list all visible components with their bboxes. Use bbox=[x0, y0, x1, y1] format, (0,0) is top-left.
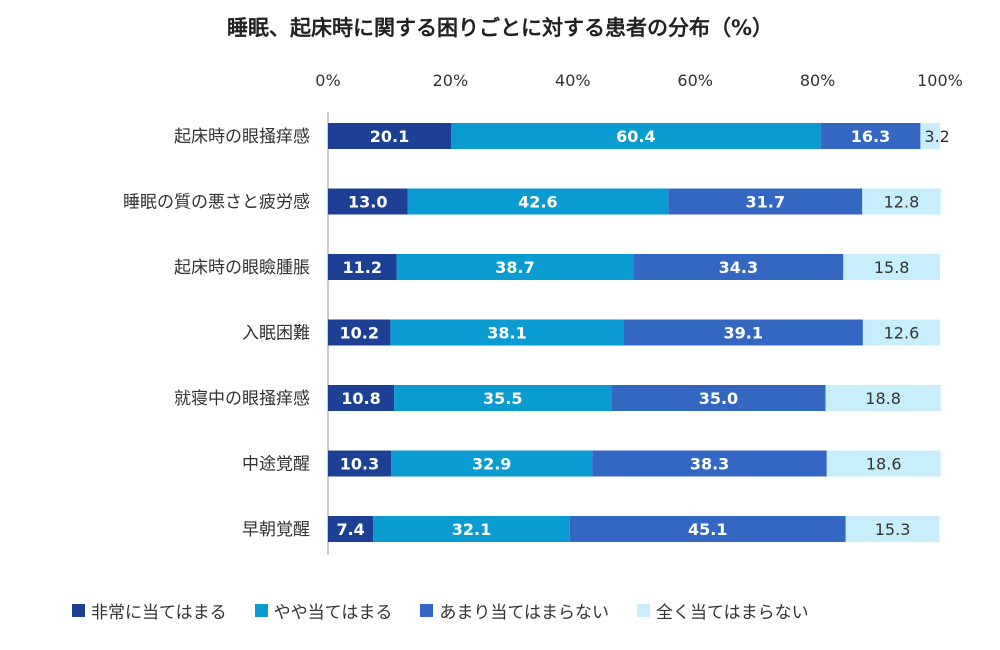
data-label: 11.2 bbox=[343, 258, 382, 277]
bar-segment bbox=[611, 385, 826, 411]
data-label: 10.2 bbox=[339, 324, 378, 343]
legend-swatch-0 bbox=[72, 604, 85, 617]
data-label: 12.6 bbox=[884, 324, 920, 343]
data-label: 35.0 bbox=[699, 389, 738, 408]
data-label: 3.2 bbox=[924, 127, 949, 146]
x-tick-label: 20% bbox=[433, 71, 469, 90]
bar-segment bbox=[920, 123, 940, 149]
data-label: 10.8 bbox=[341, 389, 380, 408]
data-label: 18.8 bbox=[865, 389, 901, 408]
bar-segment bbox=[845, 516, 940, 542]
bar-segment bbox=[328, 516, 374, 542]
bar-segment bbox=[820, 123, 921, 149]
bar-segment bbox=[569, 516, 846, 542]
category-label: 就寝中の眼掻痒感 bbox=[174, 388, 310, 409]
data-label: 34.3 bbox=[719, 258, 758, 277]
data-label: 15.8 bbox=[874, 258, 910, 277]
bar-segment bbox=[396, 254, 634, 280]
data-label: 38.3 bbox=[690, 455, 729, 474]
category-label: 早朝覚醒 bbox=[242, 520, 310, 540]
legend-item-3: 全く当てはまらない bbox=[637, 598, 809, 623]
category-label: 中途覚醒 bbox=[242, 455, 310, 475]
x-tick-label: 60% bbox=[677, 71, 713, 90]
bar-segment bbox=[843, 254, 940, 280]
data-label: 15.3 bbox=[875, 520, 911, 539]
legend-swatch-3 bbox=[637, 604, 651, 617]
legend-item-1: やや当てはまる bbox=[254, 598, 393, 623]
category-label: 起床時の眼瞼腫脹 bbox=[174, 257, 310, 278]
x-tick-label: 100% bbox=[917, 71, 963, 90]
bar-segment bbox=[592, 450, 827, 477]
bar-segment bbox=[328, 319, 391, 346]
chart-title: 睡眠、起床時に関する困りごとに対する患者の分布（%） bbox=[226, 16, 774, 40]
legend-item-0: 非常に当てはまる bbox=[72, 598, 227, 623]
bar-segment bbox=[825, 385, 941, 411]
bar-segment bbox=[394, 385, 612, 411]
x-tick-label: 80% bbox=[800, 71, 836, 90]
bar-segment bbox=[826, 450, 941, 477]
legend-label-0: 非常に当てはまる bbox=[91, 603, 227, 623]
data-label: 18.6 bbox=[866, 455, 902, 474]
x-tick-label: 40% bbox=[555, 71, 591, 90]
bar-segment bbox=[328, 123, 452, 149]
legend-item-2: あまり当てはまらない bbox=[420, 598, 609, 623]
data-label: 32.1 bbox=[452, 520, 491, 539]
data-label: 32.9 bbox=[472, 455, 511, 474]
data-label: 13.0 bbox=[348, 193, 387, 212]
legend-label-2: あまり当てはまらない bbox=[439, 603, 610, 623]
bar-segment bbox=[373, 516, 570, 542]
data-label: 12.8 bbox=[884, 193, 920, 212]
data-label: 39.1 bbox=[723, 324, 762, 343]
category-label: 睡眠の質の悪さと疲労感 bbox=[123, 193, 310, 213]
legend-label-3: 全く当てはまらない bbox=[656, 603, 809, 623]
bar-segment bbox=[407, 188, 669, 215]
legend-label-1: やや当てはまる bbox=[273, 603, 393, 623]
bar-segment bbox=[390, 319, 624, 346]
x-tick-label: 0% bbox=[315, 71, 340, 90]
data-label: 7.4 bbox=[336, 520, 364, 539]
bar-segment bbox=[862, 188, 941, 215]
category-label: 入眠困難 bbox=[242, 324, 310, 344]
data-label: 60.4 bbox=[616, 127, 655, 146]
category-label: 起床時の眼掻痒感 bbox=[174, 127, 310, 147]
bar-segment bbox=[623, 319, 863, 346]
bar-segment bbox=[328, 188, 408, 215]
bar-segment bbox=[328, 254, 397, 280]
bar-segment bbox=[328, 450, 392, 477]
bar-segment bbox=[328, 385, 395, 411]
legend-swatch-1 bbox=[254, 604, 268, 617]
legend: 非常に当てはまる やや当てはまる あまり当てはまらない 全く当てはまらない bbox=[72, 598, 837, 623]
data-label: 42.6 bbox=[518, 193, 557, 212]
data-label: 20.1 bbox=[370, 127, 409, 146]
legend-swatch-2 bbox=[420, 604, 434, 617]
data-label: 45.1 bbox=[688, 520, 727, 539]
data-label: 16.3 bbox=[851, 127, 890, 146]
data-label: 35.5 bbox=[483, 389, 522, 408]
bar-segment bbox=[391, 450, 593, 477]
data-label: 38.7 bbox=[495, 258, 534, 277]
data-label: 10.3 bbox=[340, 455, 379, 474]
bar-segment bbox=[451, 123, 821, 149]
data-label: 31.7 bbox=[746, 193, 785, 212]
data-label: 38.1 bbox=[487, 324, 526, 343]
bar-segment bbox=[668, 188, 863, 215]
bar-segment bbox=[862, 319, 940, 346]
bar-segment bbox=[633, 254, 844, 280]
